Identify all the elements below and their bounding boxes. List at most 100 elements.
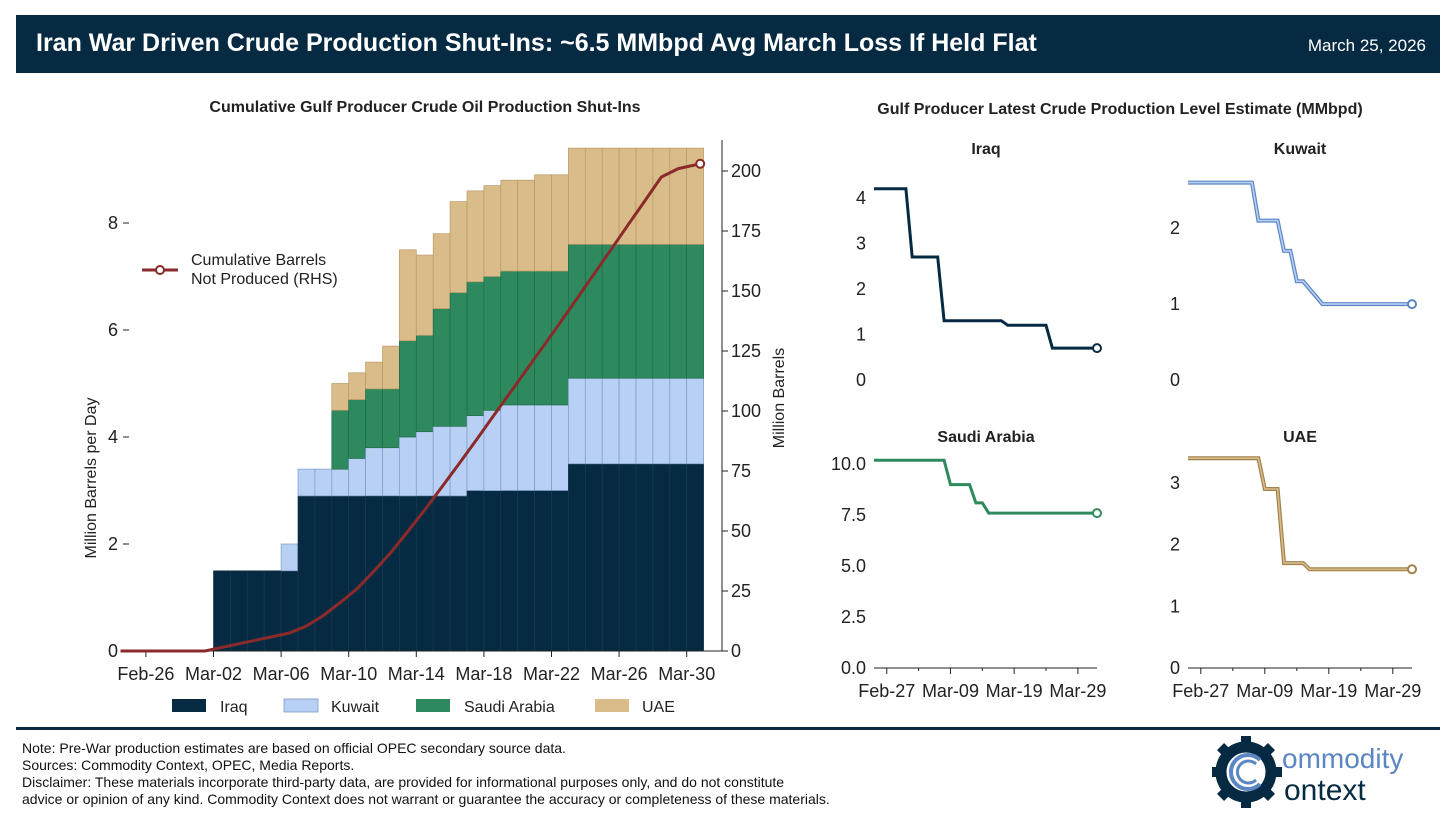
bar-saudi-arabia: [466, 281, 485, 416]
bar-kuwait: [601, 377, 620, 465]
bar-uae: [466, 190, 485, 283]
right-y-tick-label: 150: [731, 281, 761, 301]
panel-y-tick-label: 1: [1170, 596, 1180, 616]
x-tick-label: Mar-14: [388, 664, 445, 684]
bar-saudi-arabia: [365, 388, 383, 449]
panel-title: Saudi Arabia: [937, 429, 1034, 446]
left-y-tick-label: 2: [108, 534, 118, 554]
legend-swatch-iraq: [172, 699, 206, 712]
x-tick-label: Mar-30: [658, 664, 715, 684]
panel-x-tick-label: Mar-19: [1300, 681, 1357, 701]
panel-end-marker: [1092, 343, 1102, 354]
panel-line: [1188, 181, 1412, 305]
right-y-tick-label: 25: [731, 581, 751, 601]
bar-iraq: [584, 463, 603, 652]
bar-iraq: [331, 495, 350, 652]
bar-uae: [568, 147, 586, 245]
left-y-tick-label: 6: [108, 320, 118, 340]
bar-uae: [449, 201, 468, 293]
bar-kuwait: [500, 404, 519, 491]
panel-end-marker: [1407, 299, 1417, 310]
left-y-tick-label: 0: [108, 641, 118, 661]
bar-uae: [365, 361, 383, 390]
panel-y-tick-label: 5.0: [841, 556, 866, 576]
panel-y-tick-label: 7.5: [841, 505, 866, 525]
footer-note: Note: Pre-War production estimates are b…: [22, 740, 566, 756]
legend-label-uae: UAE: [642, 699, 675, 716]
bar-iraq: [635, 463, 654, 652]
panel-y-tick-label: 0.0: [841, 658, 866, 678]
bar-kuwait: [280, 543, 299, 572]
bar-kuwait: [314, 468, 333, 497]
bar-uae: [348, 372, 366, 400]
bar-saudi-arabia: [601, 244, 620, 379]
bar-kuwait: [297, 468, 316, 497]
bar-kuwait: [568, 377, 586, 465]
logo-text-commodity: ommodity: [1282, 743, 1403, 774]
bar-uae: [635, 147, 654, 245]
series-legend: Iraq Kuwait Saudi Arabia UAE: [172, 698, 675, 716]
bar-saudi-arabia: [415, 335, 434, 433]
panel-x-tick-label: Mar-09: [1236, 681, 1293, 701]
footer-disclaimer-1: Disclaimer: These materials incorporate …: [22, 774, 785, 790]
x-tick-label: Mar-26: [591, 664, 648, 684]
footer-sources: Sources: Commodity Context, OPEC, Media …: [22, 757, 355, 773]
bar-uae: [483, 185, 502, 277]
bar-iraq: [382, 495, 400, 652]
bar-uae: [551, 174, 569, 272]
panel-title: UAE: [1283, 429, 1317, 446]
bar-kuwait: [652, 377, 671, 465]
bar-iraq: [601, 463, 620, 652]
bar-kuwait: [399, 436, 417, 497]
x-tick-label: Mar-06: [253, 664, 310, 684]
legend-label-saudi: Saudi Arabia: [464, 699, 555, 716]
right-y-tick-label: 75: [731, 461, 751, 481]
bar-kuwait: [466, 415, 485, 491]
right-chart-title: Gulf Producer Latest Crude Production Le…: [877, 101, 1362, 118]
bar-saudi-arabia: [348, 399, 366, 459]
panel-y-tick-label: 4: [856, 188, 866, 208]
panel-x-tick-label: Mar-29: [1049, 681, 1106, 701]
panel-y-tick-label: 0: [856, 370, 866, 390]
bar-iraq: [314, 495, 333, 652]
bar-uae: [382, 345, 400, 390]
panel-saudi-arabia: Saudi Arabia 0.0 2.5 5.0 7.5 10.0 Feb-27 Mar-09…: [831, 429, 1106, 701]
bar-saudi-arabia: [331, 409, 350, 470]
left-chart-title: Cumulative Gulf Producer Crude Oil Produ…: [209, 99, 640, 116]
panel-uae: UAE 0 1 2 3 Feb-27 Mar-09 Mar-19 Mar-29: [1170, 429, 1421, 701]
report-date: March 25, 2026: [1307, 36, 1426, 55]
bar-saudi-arabia: [652, 244, 671, 379]
bar-iraq: [618, 463, 637, 652]
panel-y-tick-label: 10.0: [831, 454, 866, 474]
bar-iraq: [568, 463, 586, 652]
bar-uae: [432, 233, 451, 309]
right-y-axis-label: Million Barrels: [771, 348, 788, 448]
bar-kuwait: [584, 377, 603, 465]
bar-kuwait: [618, 377, 637, 465]
bar-uae: [601, 147, 620, 245]
chart-area: Cumulative Gulf Producer Crude Oil Produ…: [83, 99, 1421, 716]
x-tick-label: Mar-18: [455, 664, 512, 684]
bar-uae: [618, 147, 637, 245]
bar-saudi-arabia: [399, 340, 417, 438]
cumulative-line: [120, 162, 701, 653]
panel-y-tick-label: 3: [1170, 473, 1180, 493]
left-y-axis-label: Million Barrels per Day: [83, 398, 100, 559]
bar-iraq: [534, 490, 552, 652]
line-legend-marker: [155, 265, 165, 275]
legend-swatch-uae: [595, 699, 629, 712]
right-y-tick-label: 0: [731, 641, 741, 661]
panel-y-tick-label: 2: [1170, 535, 1180, 555]
line-legend: Cumulative Barrels Not Produced (RHS): [142, 252, 338, 288]
bar-kuwait: [517, 404, 535, 491]
legend-label-kuwait: Kuwait: [331, 699, 380, 716]
bar-iraq: [348, 495, 366, 652]
panel-y-tick-label: 1: [1170, 294, 1180, 314]
bar-iraq: [432, 495, 451, 652]
bar-saudi-arabia: [382, 388, 400, 449]
bar-kuwait: [551, 404, 569, 491]
bar-kuwait: [483, 409, 502, 491]
bar-iraq: [686, 463, 704, 652]
bar-kuwait: [635, 377, 654, 465]
panel-line: [874, 187, 1097, 350]
